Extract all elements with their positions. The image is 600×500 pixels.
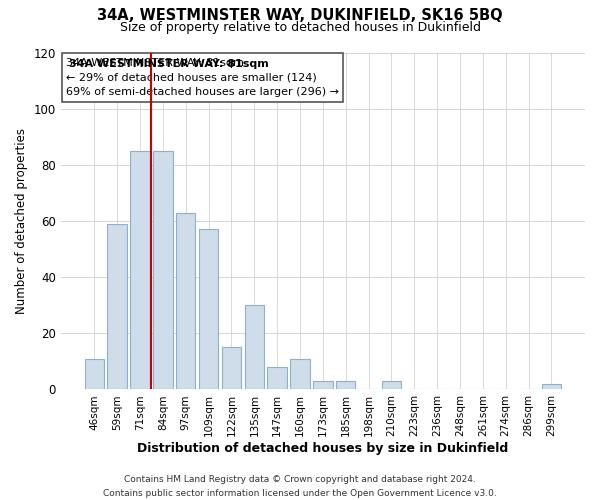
Y-axis label: Number of detached properties: Number of detached properties — [15, 128, 28, 314]
Bar — [153, 151, 173, 390]
Bar — [290, 358, 310, 390]
Text: Size of property relative to detached houses in Dukinfield: Size of property relative to detached ho… — [119, 22, 481, 35]
X-axis label: Distribution of detached houses by size in Dukinfield: Distribution of detached houses by size … — [137, 442, 509, 455]
Bar — [199, 230, 218, 390]
Bar — [542, 384, 561, 390]
Text: 34A, WESTMINSTER WAY, DUKINFIELD, SK16 5BQ: 34A, WESTMINSTER WAY, DUKINFIELD, SK16 5… — [97, 8, 503, 22]
Bar — [382, 381, 401, 390]
Bar — [336, 381, 355, 390]
Text: 34A WESTMINSTER WAY: 81sqm
← 29% of detached houses are smaller (124)
69% of sem: 34A WESTMINSTER WAY: 81sqm ← 29% of deta… — [66, 58, 339, 97]
Bar — [107, 224, 127, 390]
Bar — [245, 305, 264, 390]
Bar — [130, 151, 150, 390]
Bar — [313, 381, 332, 390]
Text: 34A WESTMINSTER WAY: 81sqm: 34A WESTMINSTER WAY: 81sqm — [68, 59, 268, 69]
Text: Contains HM Land Registry data © Crown copyright and database right 2024.
Contai: Contains HM Land Registry data © Crown c… — [103, 476, 497, 498]
Bar — [268, 367, 287, 390]
Bar — [85, 358, 104, 390]
Bar — [222, 348, 241, 390]
Bar — [176, 212, 196, 390]
